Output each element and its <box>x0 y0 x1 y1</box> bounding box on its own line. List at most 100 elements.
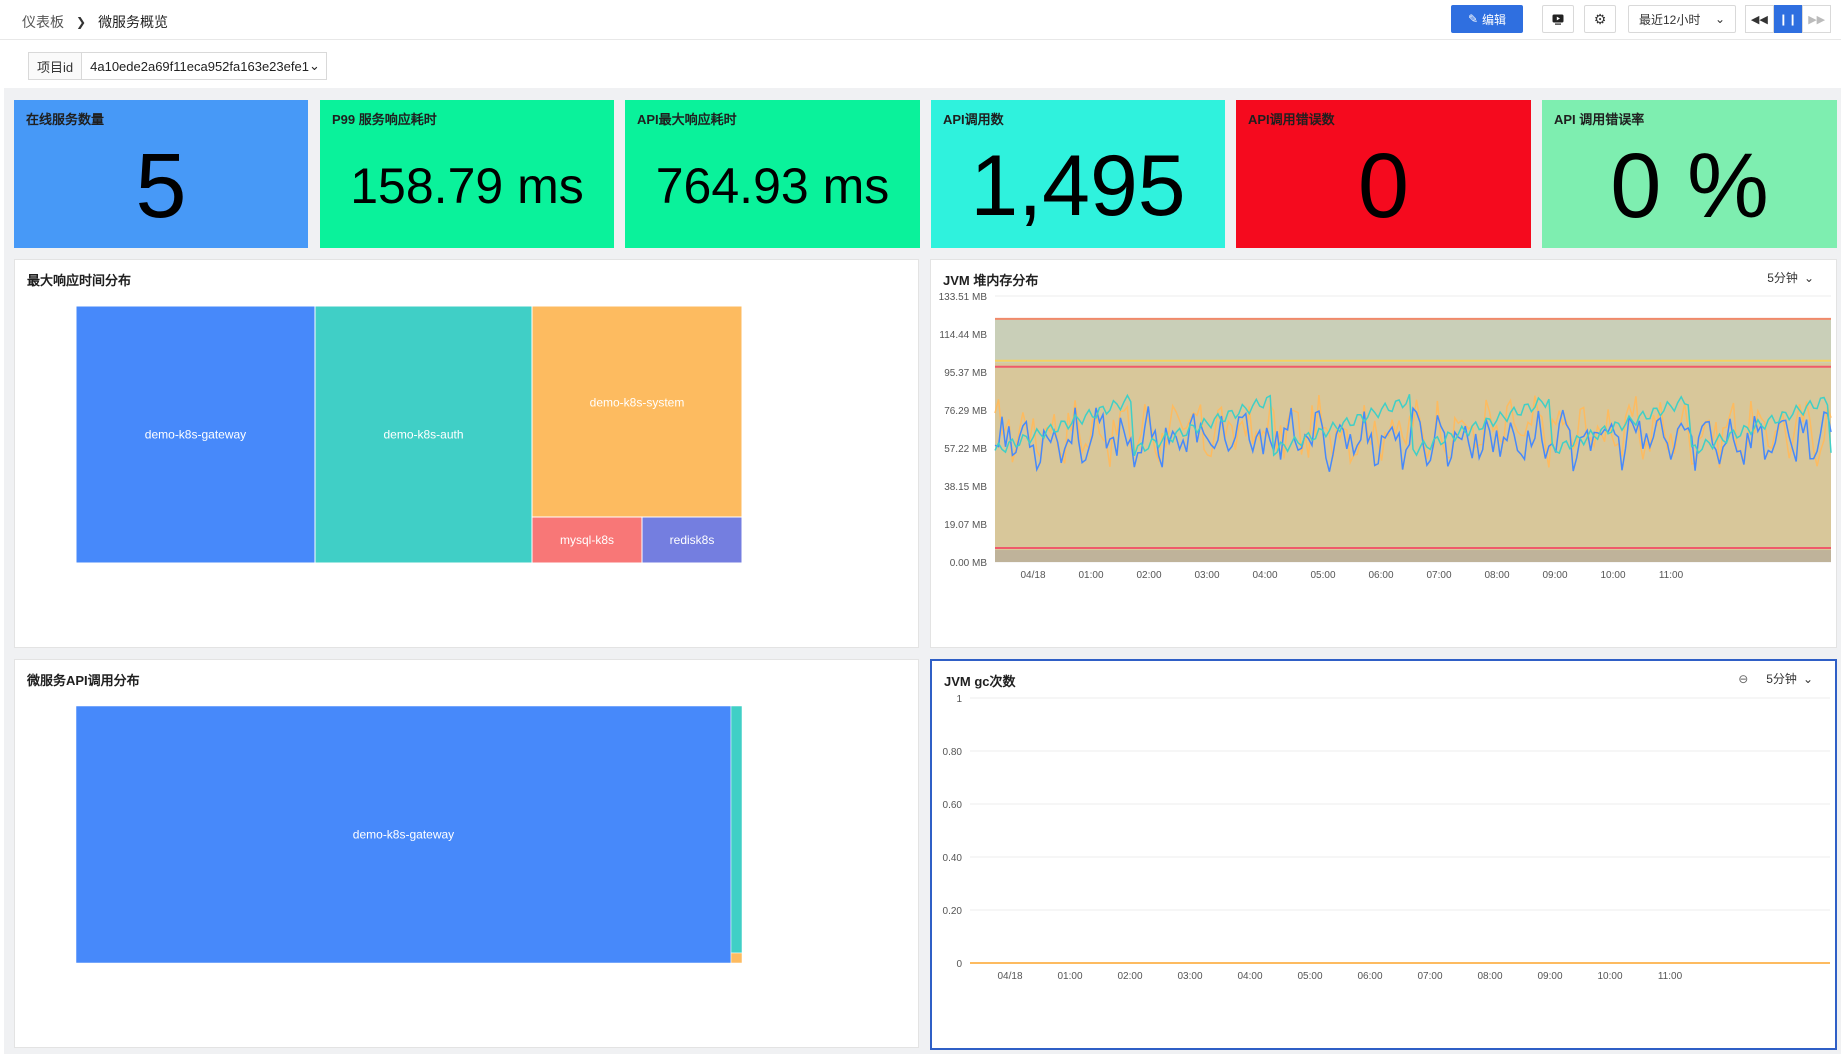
treemap-cell <box>75 305 316 564</box>
y-tick-label: 0.80 <box>943 747 963 758</box>
jvm-gc-chart: 1 0.80 0.60 0.40 0.20 0 04/18 01:00 02:00 03:00 04… <box>943 694 1830 982</box>
rewind-icon[interactable]: ◀◀ <box>1745 5 1774 33</box>
stat-api-errors: API调用错误数 0 <box>1236 100 1531 248</box>
y-tick-label: 57.22 MB <box>944 444 987 455</box>
chevron-down-icon: ⌄ <box>1803 270 1814 285</box>
stat-title: P99 服务响应耗时 <box>332 112 437 127</box>
breadcrumb-root[interactable]: 仪表板 <box>22 14 64 30</box>
treemap-label: demo-k8s-auth <box>383 428 463 442</box>
heap-series-eden <box>994 406 1832 473</box>
max-response-panel: 最大响应时间分布 demo-k8s-gateway demo-k8s-auth de… <box>14 259 919 648</box>
x-tick-label: 08:00 <box>1484 570 1509 581</box>
interval-value: 5分钟 <box>1767 271 1798 285</box>
chevron-down-icon: ⌄ <box>308 58 320 73</box>
heap-series-survivor <box>994 393 1832 457</box>
x-tick-label: 04/18 <box>1020 570 1045 581</box>
x-tick-label: 08:00 <box>1477 971 1502 982</box>
y-tick-label: 133.51 MB <box>939 292 988 303</box>
stat-api-error-rate: API 调用错误率 0 % <box>1542 100 1837 248</box>
panel-title: JVM 堆内存分布 <box>943 273 1039 288</box>
chevron-down-icon: ⌄ <box>1714 12 1725 26</box>
panel-title: 最大响应时间分布 <box>27 273 132 288</box>
y-tick-label: 76.29 MB <box>944 406 987 417</box>
x-tick-label: 10:00 <box>1597 971 1622 982</box>
edit-label: 编辑 <box>1482 12 1507 27</box>
y-tick-label: 0 <box>956 959 962 970</box>
chevron-down-icon: ⌄ <box>1802 671 1813 686</box>
stat-value: 764.93 ms <box>655 158 890 214</box>
x-tick-label: 04/18 <box>997 971 1022 982</box>
max-response-treemap: demo-k8s-gateway demo-k8s-auth demo-k8s-sy… <box>75 305 743 564</box>
y-tick-label: 95.37 MB <box>944 368 987 379</box>
tv-mode-button[interactable] <box>1542 5 1574 33</box>
treemap-cell <box>314 305 533 564</box>
settings-button[interactable]: ⚙ <box>1584 5 1616 33</box>
stat-title: 在线服务数量 <box>26 112 105 127</box>
api-calls-panel: 微服务API调用分布 demo-k8s-gateway <box>14 659 919 1048</box>
x-tick-label: 01:00 <box>1078 570 1103 581</box>
panel-title: JVM gc次数 <box>944 674 1016 689</box>
project-id-select[interactable]: 4a10ede2a69f11eca952fa163e23efe1 ⌄ <box>82 53 326 79</box>
treemap-cell <box>531 516 643 564</box>
api-calls-treemap: demo-k8s-gateway <box>75 705 743 964</box>
jvm-heap-panel: JVM 堆内存分布 5分钟 ⌄ 133.51 MB 114.44 MB 95.37 … <box>930 259 1837 648</box>
stat-api-max-latency: API最大响应耗时 764.93 ms <box>625 100 920 248</box>
x-tick-label: 11:00 <box>1658 971 1683 982</box>
breadcrumb-current: 微服务概览 <box>98 14 169 30</box>
x-tick-label: 04:00 <box>1252 570 1277 581</box>
x-tick-label: 03:00 <box>1194 570 1219 581</box>
treemap-label: demo-k8s-gateway <box>353 828 454 842</box>
treemap-label: mysql-k8s <box>560 533 614 547</box>
y-tick-label: 0.40 <box>943 853 963 864</box>
stat-value: 0 % <box>1610 134 1769 237</box>
gear-icon: ⚙ <box>1593 10 1607 27</box>
x-tick-label: 02:00 <box>1136 570 1161 581</box>
stat-api-calls: API调用数 1,495 <box>931 100 1225 248</box>
edit-button[interactable]: ✎ 编辑 <box>1451 5 1523 33</box>
interval-value: 5分钟 <box>1766 672 1797 686</box>
top-bar: 仪表板 ❯ 微服务概览 ✎ 编辑 ⚙ 最近12小时 ⌄ ◀◀ ❙❙ ▶▶ <box>0 0 1841 40</box>
tv-icon <box>1552 14 1564 25</box>
stat-title: API最大响应耗时 <box>637 112 737 127</box>
breadcrumb: 仪表板 ❯ 微服务概览 <box>22 12 168 32</box>
y-tick-label: 38.15 MB <box>944 482 987 493</box>
x-tick-label: 07:00 <box>1417 971 1442 982</box>
jvm-gc-panel: JVM gc次数 ⊖ 5分钟 ⌄ 1 0.80 0.60 0.40 0.20 0 04/18… <box>930 659 1837 1050</box>
project-id-value: 4a10ede2a69f11eca952fa163e23efe1 <box>90 58 309 74</box>
interval-select[interactable]: 5分钟 ⌄ <box>1767 269 1814 286</box>
treemap-label: demo-k8s-gateway <box>145 428 246 442</box>
y-tick-label: 0.60 <box>943 800 963 811</box>
stat-online-services: 在线服务数量 5 <box>14 100 308 248</box>
treemap-cell <box>531 305 743 518</box>
jvm-heap-chart: 133.51 MB 114.44 MB 95.37 MB 76.29 MB 57.22 … <box>939 292 1832 581</box>
gc-panel-controls: ⊖ 5分钟 ⌄ <box>1738 670 1813 687</box>
treemap-cell <box>730 705 743 954</box>
x-tick-label: 07:00 <box>1426 570 1451 581</box>
y-tick-label: 0.00 MB <box>950 558 988 569</box>
project-id-label: 项目id <box>29 53 83 79</box>
time-range-select[interactable]: 最近12小时 ⌄ <box>1628 5 1736 33</box>
stat-value: 158.79 ms <box>350 158 584 214</box>
heap-band-base <box>995 550 1831 562</box>
stat-value: 5 <box>135 134 187 237</box>
time-nav-group: ◀◀ ❙❙ ▶▶ <box>1745 5 1832 33</box>
time-range-value: 最近12小时 <box>1639 12 1701 27</box>
x-tick-label: 03:00 <box>1177 971 1202 982</box>
stat-value: 1,495 <box>970 137 1186 234</box>
heap-band-max <box>995 362 1831 562</box>
y-tick-label: 1 <box>956 694 962 705</box>
treemap-cell <box>75 705 732 964</box>
treemap-cell <box>641 516 743 564</box>
edit-icon: ✎ <box>1467 12 1479 26</box>
interval-select[interactable]: 5分钟 ⌄ <box>1766 670 1813 687</box>
x-tick-label: 05:00 <box>1310 570 1335 581</box>
y-tick-label: 114.44 MB <box>939 330 987 341</box>
treemap-cell <box>730 952 743 964</box>
treemap-label: demo-k8s-system <box>590 396 685 410</box>
panel-title: 微服务API调用分布 <box>27 673 140 688</box>
zoom-out-icon[interactable]: ⊖ <box>1738 671 1749 686</box>
x-tick-label: 10:00 <box>1600 570 1625 581</box>
fast-forward-icon[interactable]: ▶▶ <box>1802 5 1832 33</box>
x-tick-label: 04:00 <box>1237 971 1262 982</box>
pause-icon[interactable]: ❙❙ <box>1773 5 1803 33</box>
